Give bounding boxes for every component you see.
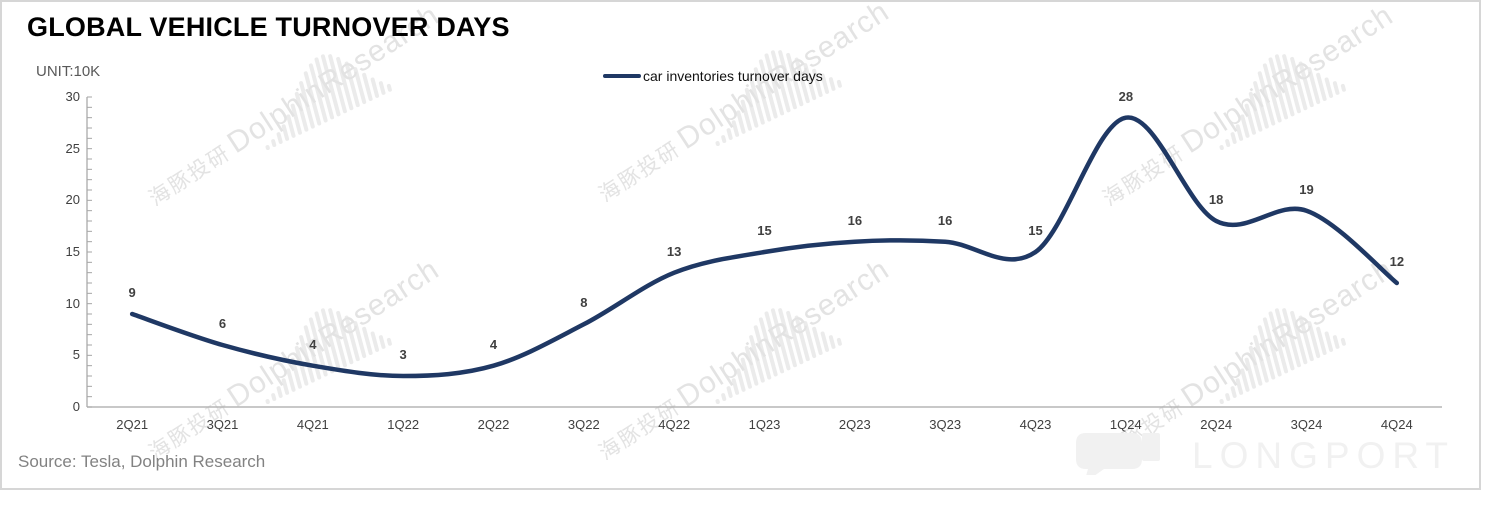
data-label: 19 xyxy=(1277,182,1337,197)
chart-title: GLOBAL VEHICLE TURNOVER DAYS xyxy=(27,12,510,43)
data-label: 15 xyxy=(735,223,795,238)
data-label: 4 xyxy=(283,337,343,352)
chart-card: GLOBAL VEHICLE TURNOVER DAYS UNIT:10K ca… xyxy=(0,0,1481,490)
unit-label: UNIT:10K xyxy=(36,63,100,80)
data-label: 8 xyxy=(554,295,614,310)
data-label: 6 xyxy=(193,316,253,331)
x-tick-label: 1Q22 xyxy=(358,417,448,432)
legend: car inventories turnover days xyxy=(603,68,823,84)
x-tick-label: 2Q23 xyxy=(810,417,900,432)
longport-logo: LONGPORT xyxy=(1074,431,1455,480)
data-label: 16 xyxy=(915,213,975,228)
x-tick-label: 4Q23 xyxy=(991,417,1081,432)
x-tick-label: 4Q24 xyxy=(1352,417,1442,432)
data-label: 18 xyxy=(1186,192,1246,207)
x-tick-label: 3Q22 xyxy=(539,417,629,432)
source-note: Source: Tesla, Dolphin Research xyxy=(18,452,265,472)
data-label: 16 xyxy=(825,213,885,228)
y-tick-label: 5 xyxy=(30,347,80,362)
data-label: 3 xyxy=(373,347,433,362)
x-tick-label: 4Q22 xyxy=(629,417,719,432)
y-tick-label: 10 xyxy=(30,296,80,311)
x-tick-label: 3Q21 xyxy=(178,417,268,432)
data-label: 15 xyxy=(1006,223,1066,238)
x-tick-label: 3Q24 xyxy=(1262,417,1352,432)
x-tick-label: 3Q23 xyxy=(900,417,990,432)
data-label: 13 xyxy=(644,244,704,259)
data-label: 4 xyxy=(464,337,524,352)
x-tick-label: 2Q22 xyxy=(449,417,539,432)
data-label: 12 xyxy=(1367,254,1427,269)
data-label: 9 xyxy=(102,285,162,300)
y-tick-label: 15 xyxy=(30,244,80,259)
legend-line-swatch xyxy=(603,74,641,78)
x-tick-label: 4Q21 xyxy=(268,417,358,432)
x-tick-label: 2Q21 xyxy=(87,417,177,432)
longport-logo-mark-icon xyxy=(1074,431,1166,480)
longport-logo-text: LONGPORT xyxy=(1192,437,1455,474)
y-tick-label: 25 xyxy=(30,141,80,156)
data-label: 28 xyxy=(1096,89,1156,104)
y-tick-label: 30 xyxy=(30,89,80,104)
legend-label: car inventories turnover days xyxy=(643,68,823,84)
y-tick-label: 0 xyxy=(30,399,80,414)
x-tick-label: 2Q24 xyxy=(1171,417,1261,432)
x-tick-label: 1Q23 xyxy=(720,417,810,432)
y-tick-label: 20 xyxy=(30,192,80,207)
x-tick-label: 1Q24 xyxy=(1081,417,1171,432)
